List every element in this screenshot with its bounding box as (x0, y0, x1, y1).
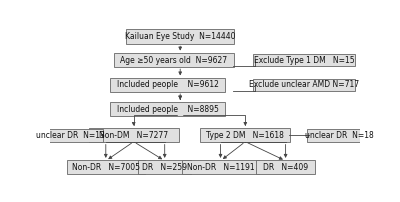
FancyBboxPatch shape (307, 129, 372, 142)
FancyBboxPatch shape (256, 160, 315, 174)
FancyBboxPatch shape (253, 54, 355, 66)
Text: Exclude Type 1 DM   N=15: Exclude Type 1 DM N=15 (254, 56, 354, 64)
FancyBboxPatch shape (200, 128, 290, 142)
Text: Included people    N=8895: Included people N=8895 (117, 104, 219, 114)
Text: unclear DR  N=13: unclear DR N=13 (36, 131, 104, 140)
Text: Kailuan Eye Study  N=14440: Kailuan Eye Study N=14440 (125, 32, 236, 41)
Text: Exclude unclear AMD N=717: Exclude unclear AMD N=717 (249, 80, 359, 89)
FancyBboxPatch shape (89, 128, 179, 142)
Text: DR   N=259: DR N=259 (142, 163, 187, 172)
Text: Type 2 DM   N=1618: Type 2 DM N=1618 (206, 131, 284, 140)
FancyBboxPatch shape (38, 129, 103, 142)
FancyBboxPatch shape (67, 160, 144, 174)
FancyBboxPatch shape (110, 102, 225, 116)
FancyBboxPatch shape (138, 160, 191, 174)
FancyBboxPatch shape (182, 160, 259, 174)
Text: Non-DM   N=7277: Non-DM N=7277 (99, 131, 168, 140)
FancyBboxPatch shape (110, 78, 225, 92)
Text: DR   N=409: DR N=409 (263, 163, 308, 172)
Text: Non-DR   N=1191: Non-DR N=1191 (187, 163, 254, 172)
FancyBboxPatch shape (126, 29, 234, 44)
Text: unclear DR  N=18: unclear DR N=18 (306, 131, 374, 140)
FancyBboxPatch shape (253, 79, 355, 91)
Text: Non-DR   N=7005: Non-DR N=7005 (72, 163, 140, 172)
FancyBboxPatch shape (114, 53, 234, 67)
Text: Age ≥50 years old  N=9627: Age ≥50 years old N=9627 (120, 56, 228, 64)
Text: Included people    N=9612: Included people N=9612 (117, 80, 219, 89)
